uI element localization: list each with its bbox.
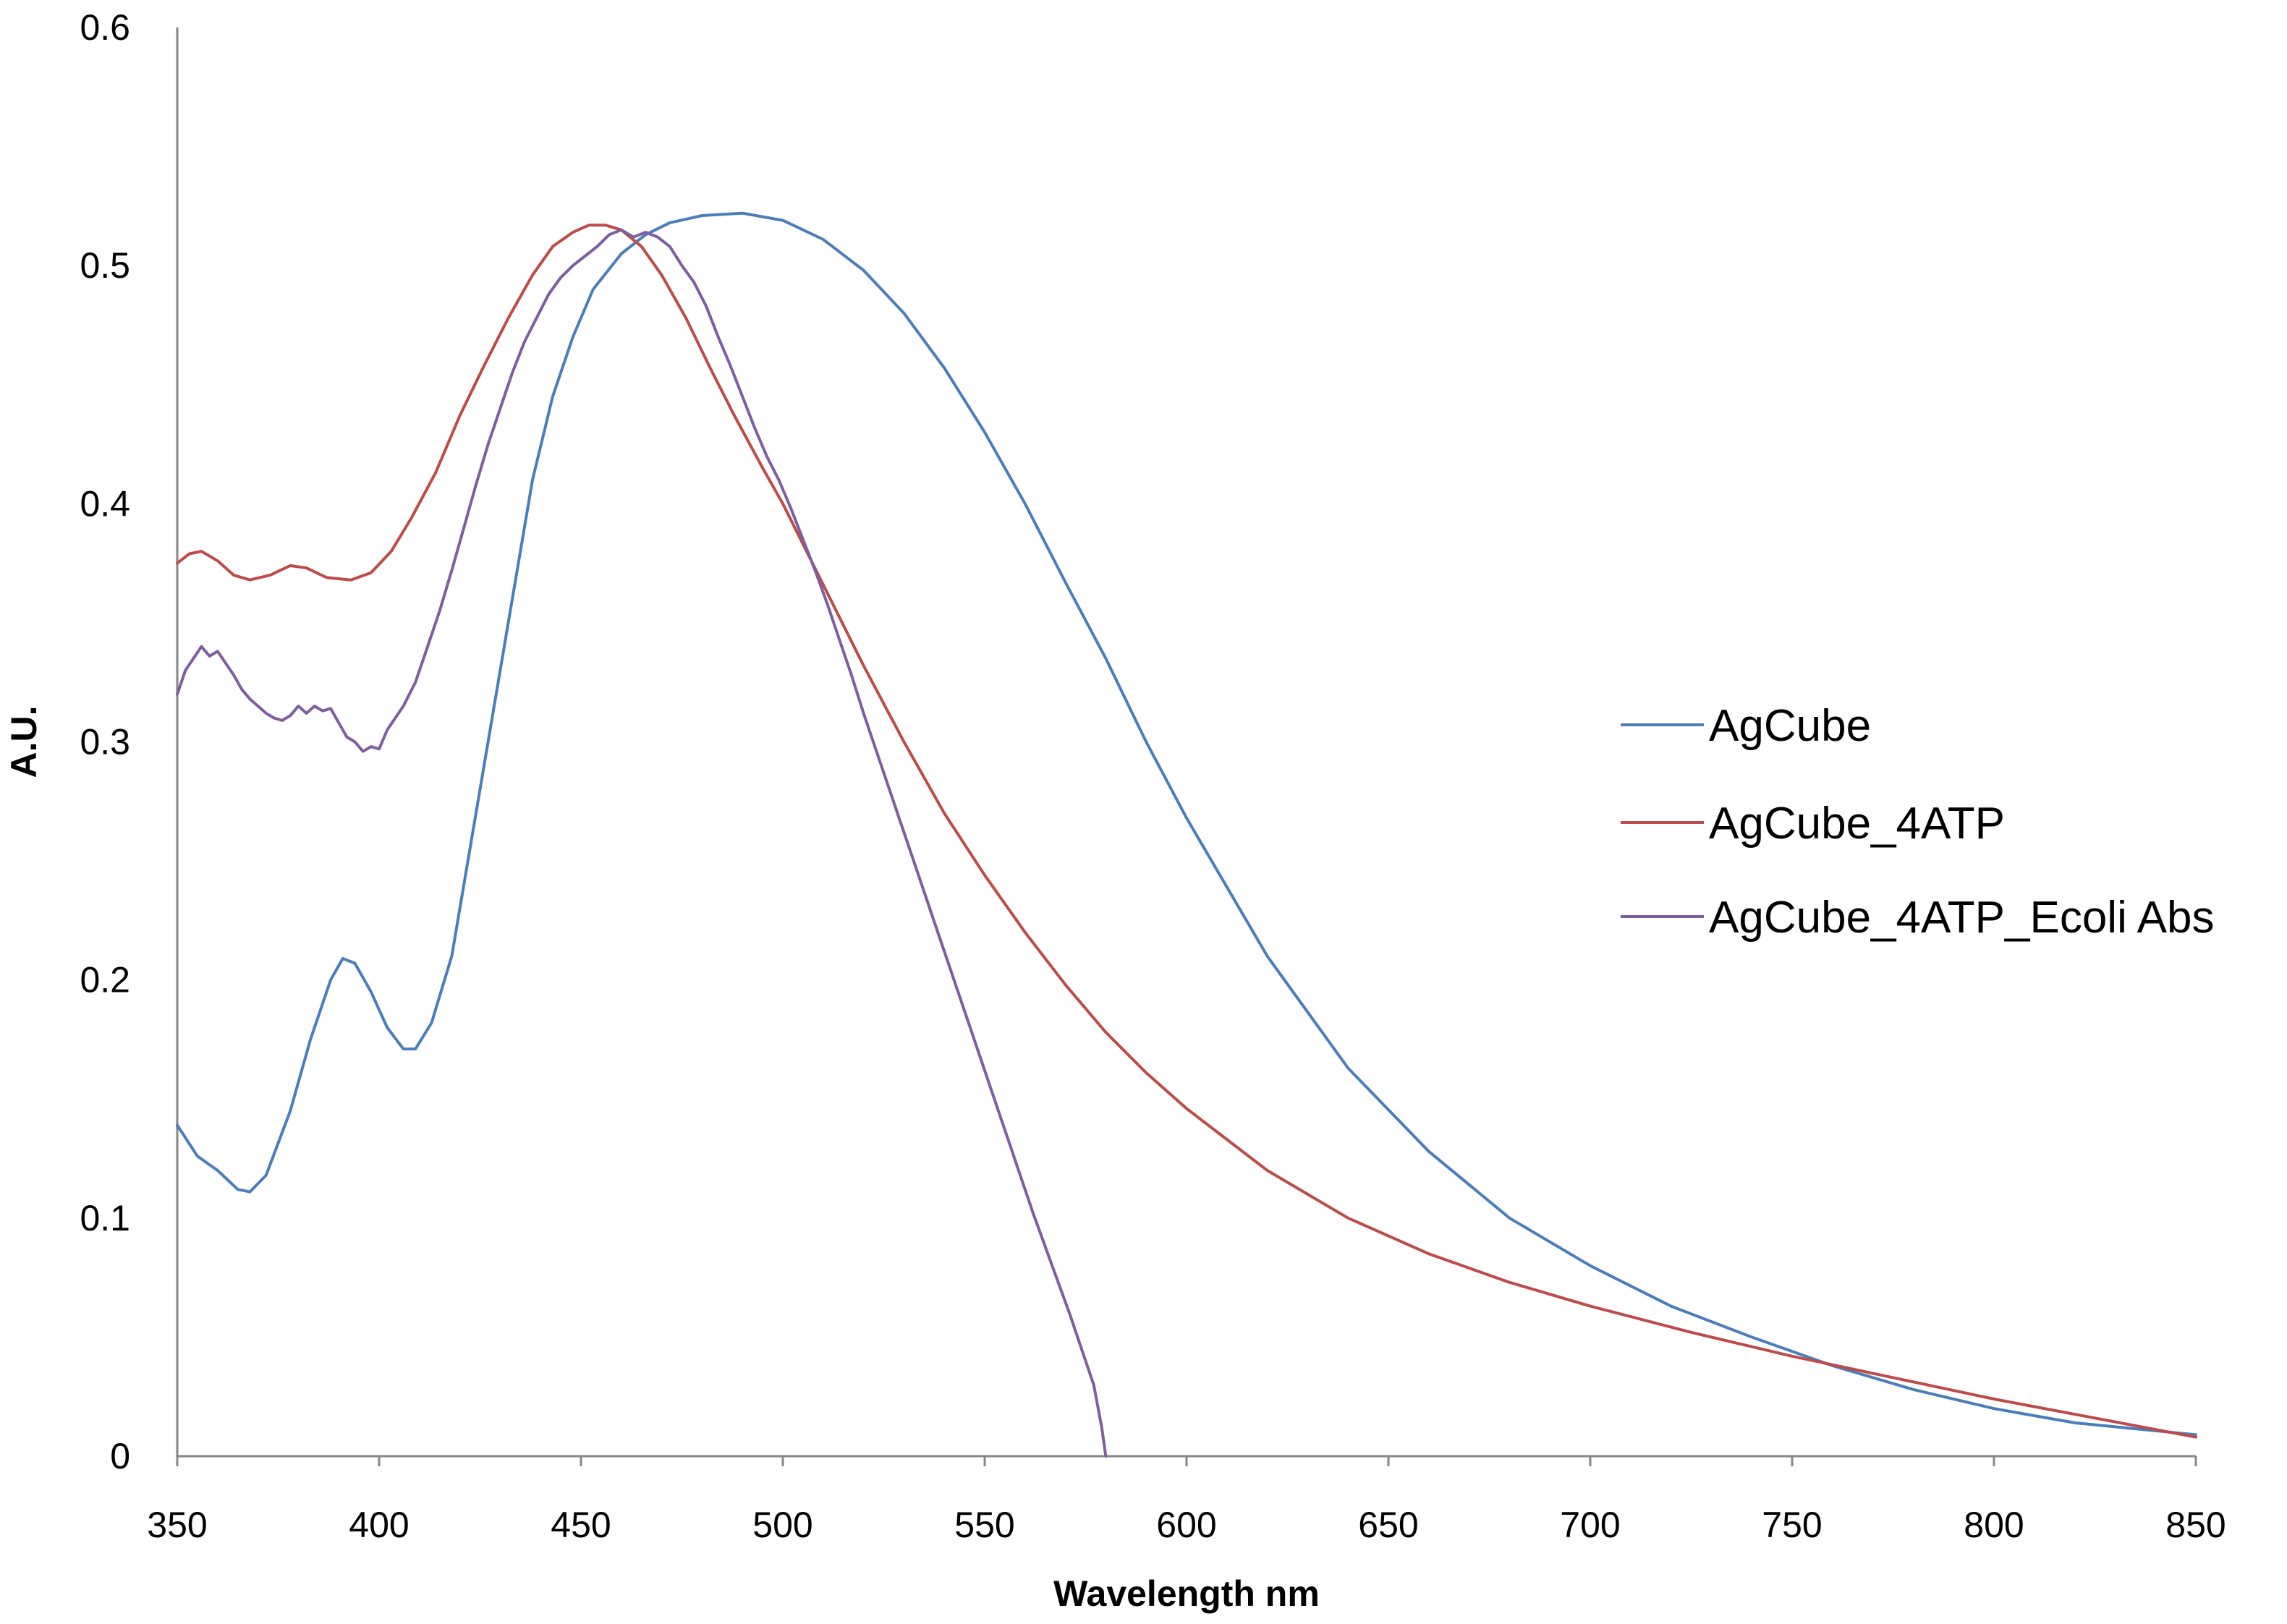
y-tick-label-0.5: 0.5 bbox=[80, 245, 130, 286]
y-tick-label-0.3: 0.3 bbox=[80, 722, 130, 762]
x-tick-label-400: 400 bbox=[349, 1505, 409, 1545]
x-tick-label-550: 550 bbox=[954, 1505, 1014, 1545]
y-tick-label-0.2: 0.2 bbox=[80, 960, 130, 1000]
x-tick-label-700: 700 bbox=[1560, 1505, 1620, 1545]
y-tick-labels: 0 0.1 0.2 0.3 0.4 0.5 0.6 bbox=[80, 7, 130, 1476]
x-tick-label-650: 650 bbox=[1358, 1505, 1418, 1545]
legend-label-0: AgCube bbox=[1709, 701, 1871, 751]
x-tick-marks bbox=[176, 1456, 2197, 1466]
series-group bbox=[176, 211, 2197, 1458]
x-tick-label-800: 800 bbox=[1964, 1505, 2024, 1545]
x-tick-label-500: 500 bbox=[752, 1505, 812, 1545]
x-tick-label-750: 750 bbox=[1762, 1505, 1822, 1545]
x-tick-label-600: 600 bbox=[1156, 1505, 1216, 1545]
x-tick-label-850: 850 bbox=[2165, 1505, 2226, 1545]
series-line-2 bbox=[176, 228, 1108, 1458]
x-tick-labels: 350 400 450 500 550 600 650 700 750 800 850 bbox=[147, 1505, 2226, 1545]
plot-area: 0 0.1 0.2 0.3 0.4 0.5 0.6 350 400 450 500 550 600 65… bbox=[80, 7, 2226, 1545]
y-tick-label-0.6: 0.6 bbox=[80, 7, 130, 48]
legend: AgCube AgCube_4ATP AgCube_4ATP_Ecoli Abs bbox=[1621, 701, 2215, 943]
y-tick-label-0.4: 0.4 bbox=[80, 483, 130, 524]
series-line-0 bbox=[176, 211, 2197, 1437]
x-tick-label-350: 350 bbox=[147, 1505, 207, 1545]
y-tick-label-0: 0 bbox=[110, 1436, 130, 1476]
x-axis-title: Wavelength nm bbox=[1053, 1573, 1320, 1614]
legend-label-2: AgCube_4ATP_Ecoli Abs bbox=[1709, 893, 2215, 943]
legend-label-1: AgCube_4ATP bbox=[1709, 799, 2005, 849]
series-line-1 bbox=[176, 224, 2197, 1439]
y-axis-title: A.U. bbox=[4, 706, 44, 778]
y-tick-label-0.1: 0.1 bbox=[80, 1198, 130, 1238]
x-tick-label-450: 450 bbox=[551, 1505, 611, 1545]
